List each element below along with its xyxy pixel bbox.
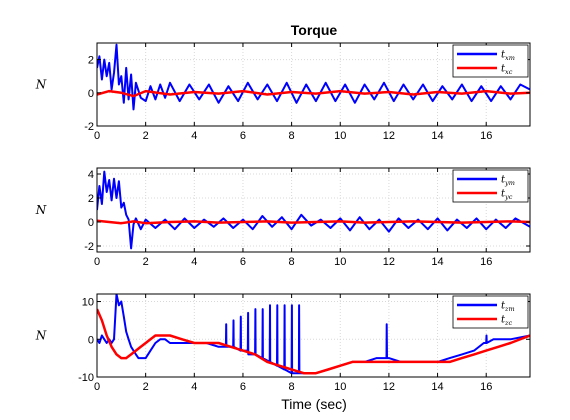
y-tick-label: -2 xyxy=(84,121,94,133)
series-group xyxy=(97,294,530,375)
x-tick-label: 16 xyxy=(480,256,492,268)
figure-title: Torque xyxy=(291,22,338,38)
x-tick-label: 0 xyxy=(94,381,100,393)
x-tick-label: 16 xyxy=(480,381,492,393)
x-tick-label: 8 xyxy=(289,256,295,268)
y-tick-label: 2 xyxy=(88,193,94,205)
legend-box xyxy=(452,295,529,329)
y-tick-label: 2 xyxy=(88,55,94,67)
y-tick-label: -10 xyxy=(78,372,94,384)
figure-xlabel: Time (sec) xyxy=(281,396,347,412)
y-tick-label: 0 xyxy=(88,217,94,229)
series-group xyxy=(97,43,530,111)
x-tick-label: 10 xyxy=(334,381,346,393)
x-tick-label: 6 xyxy=(240,130,246,142)
x-tick-label: 6 xyxy=(240,381,246,393)
legend-label-t_xc: txc xyxy=(501,64,513,77)
legend-label-t_zc: tzc xyxy=(501,315,512,328)
y-axis-label: N xyxy=(35,78,47,92)
x-tick-label: 12 xyxy=(383,256,395,268)
plot-frame xyxy=(96,167,531,253)
x-tick-label: 14 xyxy=(431,381,443,393)
y-tick-label: 0 xyxy=(88,334,94,346)
x-tick-label: 0 xyxy=(94,256,100,268)
plot-frame xyxy=(96,293,531,378)
x-tick-label: 2 xyxy=(143,256,149,268)
y-axis-label: N xyxy=(35,329,47,343)
series-line-t_xm xyxy=(97,43,530,111)
series-line-t_xc xyxy=(97,89,530,98)
x-tick-label: 2 xyxy=(143,130,149,142)
x-tick-label: 0 xyxy=(94,130,100,142)
x-tick-label: 14 xyxy=(431,130,443,142)
x-tick-label: 14 xyxy=(431,256,443,268)
y-tick-label: -2 xyxy=(84,241,94,253)
y-tick-label: 10 xyxy=(82,297,94,309)
y-axis-label: N xyxy=(35,203,47,217)
x-tick-label: 8 xyxy=(289,130,295,142)
y-tick-label: 4 xyxy=(88,169,94,181)
x-tick-label: 12 xyxy=(383,130,395,142)
x-tick-label: 10 xyxy=(334,256,346,268)
x-tick-label: 6 xyxy=(240,256,246,268)
legend-box xyxy=(452,44,529,78)
series-line-t_zc xyxy=(97,308,530,375)
legend-box xyxy=(452,169,529,203)
x-tick-label: 2 xyxy=(143,381,149,393)
x-tick-label: 8 xyxy=(289,381,295,393)
legend-label-t_yc: tyc xyxy=(501,189,513,202)
x-tick-label: 16 xyxy=(480,130,492,142)
x-tick-label: 4 xyxy=(191,256,197,268)
x-tick-label: 4 xyxy=(191,130,197,142)
series-line-t_ym xyxy=(97,170,530,250)
plot-frame xyxy=(96,42,531,127)
series-line-t_yc xyxy=(97,219,530,225)
y-tick-label: 0 xyxy=(88,88,94,100)
x-tick-label: 10 xyxy=(334,130,346,142)
x-tick-label: 12 xyxy=(383,381,395,393)
x-tick-label: 4 xyxy=(191,381,197,393)
series-group xyxy=(97,170,530,250)
